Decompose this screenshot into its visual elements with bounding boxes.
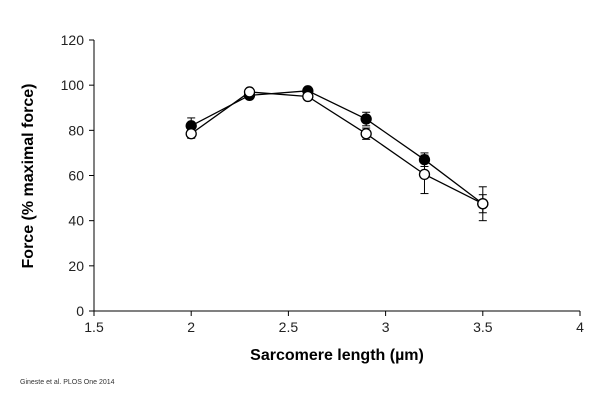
error-bars — [187, 86, 487, 222]
y-tick-label: 120 — [61, 32, 85, 48]
y-tick-label: 0 — [76, 303, 84, 319]
y-tick-label: 40 — [68, 213, 84, 229]
x-tick-label: 3 — [382, 319, 390, 335]
x-tick-label: 1.5 — [84, 319, 104, 335]
filled-point — [360, 113, 372, 125]
open-point — [360, 128, 372, 140]
source-note: Gineste et al. PLOS One 2014 — [20, 379, 115, 386]
x-tick-label: 4 — [576, 319, 584, 335]
axes — [89, 39, 581, 316]
open-point — [477, 198, 489, 210]
y-axis-title: Force (% maximal force) — [20, 84, 37, 269]
filled-point — [418, 154, 431, 166]
x-tick-label: 3.5 — [473, 319, 493, 335]
series-lines — [190, 90, 484, 205]
series-line-2 — [190, 91, 484, 205]
x-tick-label: 2.5 — [279, 319, 299, 335]
open-point — [243, 86, 256, 98]
y-tick-label: 80 — [68, 122, 84, 138]
series-line-1 — [190, 90, 484, 205]
open-point — [302, 90, 314, 103]
open-point — [185, 128, 197, 140]
x-axis-title: Sarcomere length (µm) — [250, 347, 424, 364]
data-markers — [185, 85, 489, 210]
y-tick-label: 20 — [68, 258, 84, 274]
open-point — [418, 168, 431, 181]
y-tick-label: 60 — [68, 168, 84, 184]
x-tick-label: 2 — [187, 319, 195, 335]
y-tick-label: 100 — [61, 77, 85, 93]
